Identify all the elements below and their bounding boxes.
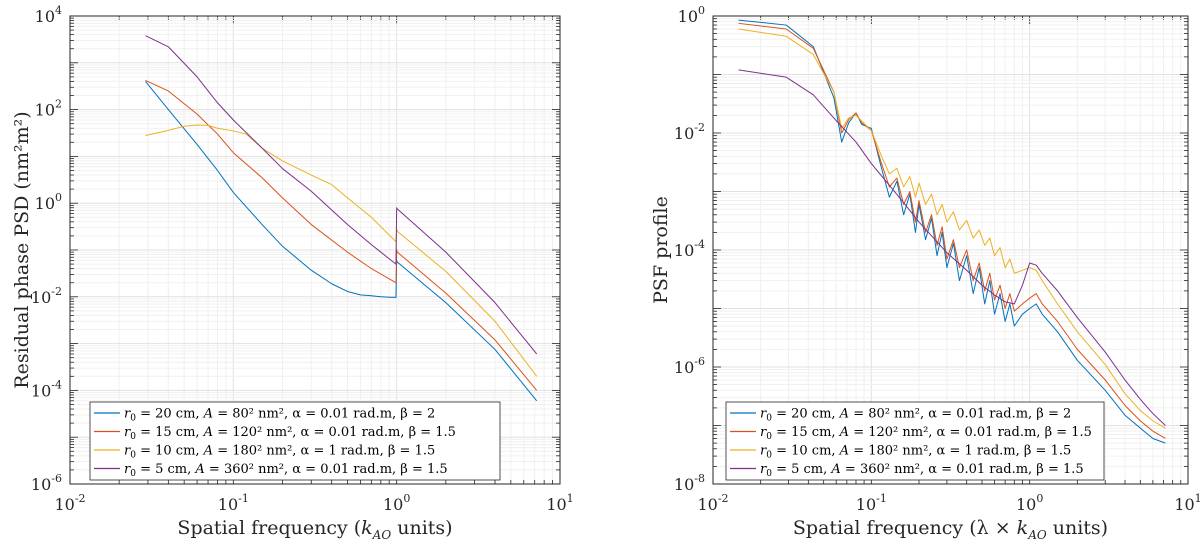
- y-tick-label: 10-4: [31, 378, 62, 400]
- x-axis-title: Spatial frequency (kAO units): [177, 517, 452, 542]
- legend-entry: r0 = 10 cm, A = 180² nm², α = 1 rad.m, β…: [760, 444, 1071, 461]
- y-axis-title: Residual phase PSD (nm²m²): [11, 111, 33, 388]
- series-line-2: [738, 22, 1166, 439]
- x-tick-label: 100: [383, 492, 410, 514]
- series-line-3: [738, 28, 1166, 429]
- x-tick-label: 10-2: [697, 492, 728, 514]
- legend-entry: r0 = 15 cm, A = 120² nm², α = 0.01 rad.m…: [124, 425, 456, 442]
- y-tick-label: 10-6: [31, 472, 62, 494]
- x-tick-label: 101: [546, 492, 573, 514]
- legend-box: [89, 401, 501, 481]
- x-tick-label: 100: [1016, 492, 1043, 514]
- series-line-4: [145, 35, 538, 355]
- x-tick-label: 10-2: [54, 492, 85, 514]
- series-lines: [145, 35, 538, 402]
- y-tick-label: 100: [35, 191, 62, 213]
- axes-box: [712, 15, 1189, 485]
- axes-box: [69, 15, 561, 485]
- series-line-3: [145, 124, 538, 377]
- series-line-2: [145, 79, 538, 391]
- y-tick-label: 10-4: [674, 238, 705, 260]
- x-tick-label: 10-1: [218, 492, 249, 514]
- series-lines: [738, 19, 1166, 444]
- legend-entry: r0 = 5 cm, A = 360² nm², α = 0.01 rad.m,…: [124, 462, 448, 479]
- x-axis-title: Spatial frequency (λ × kAO units): [793, 517, 1108, 542]
- x-tick-label: 10-1: [856, 492, 887, 514]
- y-tick-label: 102: [35, 98, 62, 120]
- y-tick-label: 104: [35, 4, 62, 26]
- y-tick-label: 10-2: [674, 121, 705, 143]
- series-line-1: [145, 81, 538, 402]
- series-line-4: [738, 69, 1166, 426]
- legend: r0 = 20 cm, A = 80² nm², α = 0.01 rad.m,…: [89, 401, 501, 481]
- legend: r0 = 20 cm, A = 80² nm², α = 0.01 rad.m,…: [725, 401, 1105, 481]
- y-tick-label: 10-2: [31, 285, 62, 307]
- y-tick-label: 100: [678, 4, 705, 26]
- x-tick-label: 101: [1174, 492, 1200, 514]
- y-axis-title: PSF profile: [650, 196, 672, 304]
- legend-entry: r0 = 10 cm, A = 180² nm², α = 1 rad.m, β…: [124, 444, 435, 461]
- psd-chart-panel: 10-2 10-1 100 101 10-6 10-4 10-2 100 102 104 Spati…: [11, 4, 574, 542]
- psf-chart-panel: 10-2 10-1 100 101 10-8 10-6 10-4 10-2 100 Spatial…: [650, 4, 1200, 542]
- legend-entry: r0 = 20 cm, A = 80² nm², α = 0.01 rad.m,…: [124, 407, 435, 424]
- legend-entry: r0 = 15 cm, A = 120² nm², α = 0.01 rad.m…: [760, 425, 1092, 442]
- y-tick-label: 10-8: [674, 472, 705, 494]
- legend-box: [725, 401, 1105, 481]
- y-tick-label: 10-6: [674, 355, 705, 377]
- legend-entry: r0 = 20 cm, A = 80² nm², α = 0.01 rad.m,…: [760, 407, 1071, 424]
- series-line-1: [738, 19, 1166, 444]
- legend-entry: r0 = 5 cm, A = 360² nm², α = 0.01 rad.m,…: [760, 462, 1084, 479]
